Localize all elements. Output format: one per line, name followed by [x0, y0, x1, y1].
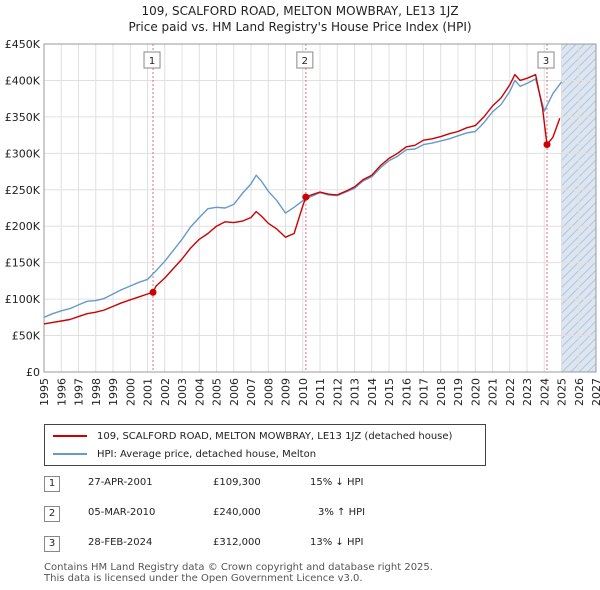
chart-legend: 109, SCALFORD ROAD, MELTON MOWBRAY, LE13… — [44, 424, 486, 466]
x-tick-label: 2005 — [211, 378, 224, 406]
sale-label-box — [537, 51, 555, 69]
footer-licence: This data is licensed under the Open Gov… — [44, 573, 363, 584]
row-date: 27-APR-2001 — [88, 477, 153, 488]
sale-point — [149, 288, 157, 296]
x-tick-label: 2004 — [193, 378, 206, 406]
sale-label-text: 2 — [302, 56, 308, 67]
x-tick-label: 2007 — [245, 378, 258, 406]
sale-point — [302, 193, 310, 201]
x-tick-label: 2017 — [418, 378, 431, 406]
x-tick-label: 1995 — [38, 378, 51, 406]
y-tick-label: £250K — [5, 184, 41, 197]
x-tick-label: 1996 — [55, 378, 68, 406]
hpi-series-line — [43, 78, 563, 318]
x-tick-label: 2016 — [400, 378, 413, 406]
price-series-line — [43, 73, 561, 325]
x-tick-label: 2012 — [331, 378, 344, 406]
legend-swatch-price — [53, 435, 87, 437]
x-tick-label: 2025 — [556, 378, 569, 406]
x-tick-label: 2023 — [521, 378, 534, 406]
x-tick-label: 2020 — [469, 378, 482, 406]
legend-item-hpi: HPI: Average price, detached house, Melt… — [53, 446, 316, 462]
x-tick-label: 2014 — [366, 378, 379, 406]
x-tick-label: 2019 — [452, 378, 465, 406]
legend-label-price: 109, SCALFORD ROAD, MELTON MOWBRAY, LE13… — [97, 430, 453, 442]
x-tick-label: 2000 — [124, 378, 137, 406]
y-tick-label: £200K — [5, 220, 41, 233]
x-tick-label: 2015 — [383, 378, 396, 406]
row-marker: 2 — [44, 506, 60, 522]
y-tick-label: £300K — [5, 147, 41, 160]
x-tick-label: 2008 — [262, 378, 275, 406]
legend-item-price: 109, SCALFORD ROAD, MELTON MOWBRAY, LE13… — [53, 428, 452, 444]
y-tick-label: £450K — [5, 38, 41, 51]
x-tick-label: 1999 — [107, 378, 120, 406]
footer-copyright: Contains HM Land Registry data © Crown c… — [44, 562, 433, 573]
sale-point — [543, 141, 551, 149]
y-tick-label: £50K — [12, 330, 41, 343]
x-tick-label: 2011 — [314, 378, 327, 406]
x-tick-label: 2026 — [573, 378, 586, 406]
row-date: 28-FEB-2024 — [88, 537, 153, 548]
row-marker: 1 — [44, 476, 60, 492]
sale-label-text: 1 — [149, 56, 155, 67]
row-date: 05-MAR-2010 — [88, 507, 156, 518]
y-tick-label: £350K — [5, 111, 41, 124]
x-tick-label: 1997 — [73, 378, 86, 406]
y-tick-label: £100K — [5, 293, 41, 306]
x-tick-label: 2001 — [142, 378, 155, 406]
x-tick-label: 2002 — [159, 378, 172, 406]
sale-label-box — [296, 51, 314, 69]
y-tick-label: £0 — [26, 366, 40, 379]
row-price: £109,300 — [213, 477, 261, 488]
x-tick-label: 2010 — [297, 378, 310, 406]
chart-subtitle: Price paid vs. HM Land Registry's House … — [128, 20, 472, 34]
sale-label-box — [143, 51, 161, 69]
x-tick-label: 2021 — [487, 378, 500, 406]
x-tick-label: 2003 — [176, 378, 189, 406]
x-tick-label: 1998 — [90, 378, 103, 406]
plot-border — [43, 43, 597, 373]
price-chart: £0 £50K £100K £150K £200K £250K £300K £350K £400… — [5, 38, 600, 406]
chart-title: 109, SCALFORD ROAD, MELTON MOWBRAY, LE13… — [141, 4, 459, 18]
x-tick-label: 2027 — [590, 378, 600, 406]
y-tick-label: £400K — [5, 74, 41, 87]
row-marker: 3 — [44, 536, 60, 552]
row-hpi-change: 3% ↑ HPI — [318, 507, 366, 518]
row-price: £312,000 — [213, 537, 261, 548]
legend-label-hpi: HPI: Average price, detached house, Melt… — [97, 448, 317, 460]
x-tick-label: 2013 — [349, 378, 362, 406]
x-tick-label: 2006 — [228, 378, 241, 406]
x-tick-label: 2009 — [280, 378, 293, 406]
row-hpi-change: 13% ↓ HPI — [310, 537, 364, 548]
legend-swatch-hpi — [53, 453, 87, 455]
x-tick-label: 2024 — [538, 378, 551, 406]
x-tick-label: 2022 — [504, 378, 517, 406]
y-tick-label: £150K — [5, 257, 41, 270]
sale-label-text: 3 — [543, 56, 549, 67]
x-tick-label: 2018 — [435, 378, 448, 406]
row-price: £240,000 — [213, 507, 261, 518]
row-hpi-change: 15% ↓ HPI — [310, 477, 364, 488]
